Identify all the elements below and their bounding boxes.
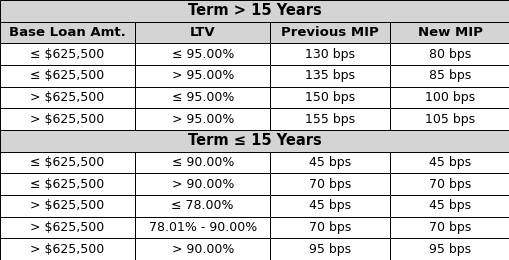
Bar [0, 0, 509, 22]
Bar [135, 65, 270, 87]
Bar [135, 43, 270, 65]
Bar [135, 173, 270, 195]
Bar [0, 152, 135, 173]
Bar [0, 22, 135, 43]
Text: 150 bps: 150 bps [304, 91, 355, 104]
Text: ≤ $625,500: ≤ $625,500 [31, 69, 104, 82]
Bar [270, 217, 389, 238]
Text: ≤ $625,500: ≤ $625,500 [31, 48, 104, 61]
Text: 70 bps: 70 bps [308, 221, 351, 234]
Text: 45 bps: 45 bps [428, 156, 470, 169]
Text: LTV: LTV [189, 26, 215, 39]
Bar [0, 65, 135, 87]
Text: 45 bps: 45 bps [428, 199, 470, 212]
Text: 78.01% - 90.00%: 78.01% - 90.00% [148, 221, 257, 234]
Text: > $625,500: > $625,500 [31, 113, 104, 126]
Bar [135, 87, 270, 108]
Text: 45 bps: 45 bps [308, 199, 351, 212]
Bar [0, 108, 135, 130]
Bar [135, 238, 270, 260]
Bar [0, 130, 509, 152]
Bar [135, 195, 270, 217]
Bar [389, 217, 509, 238]
Text: Term ≤ 15 Years: Term ≤ 15 Years [188, 133, 321, 148]
Bar [389, 195, 509, 217]
Bar [270, 173, 389, 195]
Bar [389, 65, 509, 87]
Bar [389, 43, 509, 65]
Text: Term > 15 Years: Term > 15 Years [188, 3, 321, 18]
Bar [389, 238, 509, 260]
Text: 135 bps: 135 bps [304, 69, 355, 82]
Bar [0, 217, 135, 238]
Text: ≤ 90.00%: ≤ 90.00% [171, 156, 234, 169]
Text: Previous MIP: Previous MIP [281, 26, 378, 39]
Bar [135, 22, 270, 43]
Text: 95 bps: 95 bps [308, 243, 351, 256]
Text: 45 bps: 45 bps [308, 156, 351, 169]
Text: ≤ $625,500: ≤ $625,500 [31, 178, 104, 191]
Bar [0, 87, 135, 108]
Bar [270, 87, 389, 108]
Text: 155 bps: 155 bps [304, 113, 355, 126]
Bar [389, 87, 509, 108]
Bar [270, 238, 389, 260]
Text: 105 bps: 105 bps [424, 113, 474, 126]
Text: ≤ 95.00%: ≤ 95.00% [171, 91, 234, 104]
Text: 80 bps: 80 bps [428, 48, 470, 61]
Text: 130 bps: 130 bps [304, 48, 355, 61]
Bar [0, 238, 135, 260]
Text: > $625,500: > $625,500 [31, 243, 104, 256]
Text: Base Loan Amt.: Base Loan Amt. [9, 26, 126, 39]
Bar [0, 43, 135, 65]
Text: ≤ $625,500: ≤ $625,500 [31, 156, 104, 169]
Text: New MIP: New MIP [417, 26, 482, 39]
Bar [135, 108, 270, 130]
Text: 70 bps: 70 bps [428, 178, 470, 191]
Bar [270, 43, 389, 65]
Bar [270, 22, 389, 43]
Text: > 95.00%: > 95.00% [171, 113, 234, 126]
Bar [270, 195, 389, 217]
Text: > $625,500: > $625,500 [31, 221, 104, 234]
Text: > 95.00%: > 95.00% [171, 69, 234, 82]
Text: > $625,500: > $625,500 [31, 199, 104, 212]
Bar [270, 65, 389, 87]
Text: > 90.00%: > 90.00% [171, 243, 234, 256]
Bar [135, 217, 270, 238]
Bar [0, 173, 135, 195]
Text: 100 bps: 100 bps [424, 91, 474, 104]
Bar [270, 152, 389, 173]
Bar [135, 152, 270, 173]
Text: ≤ 78.00%: ≤ 78.00% [171, 199, 234, 212]
Text: 70 bps: 70 bps [308, 178, 351, 191]
Bar [389, 152, 509, 173]
Bar [389, 173, 509, 195]
Text: > 90.00%: > 90.00% [171, 178, 234, 191]
Text: ≤ 95.00%: ≤ 95.00% [171, 48, 234, 61]
Text: 70 bps: 70 bps [428, 221, 470, 234]
Text: 95 bps: 95 bps [428, 243, 470, 256]
Bar [0, 195, 135, 217]
Bar [389, 108, 509, 130]
Text: > $625,500: > $625,500 [31, 91, 104, 104]
Bar [389, 22, 509, 43]
Text: 85 bps: 85 bps [428, 69, 470, 82]
Bar [270, 108, 389, 130]
